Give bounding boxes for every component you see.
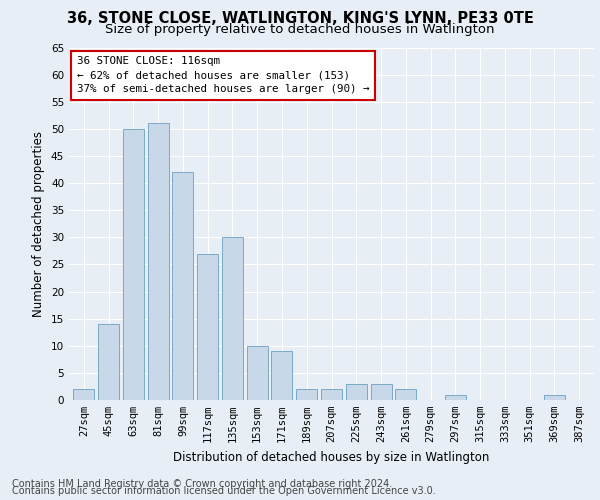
Bar [123,129,144,400]
Bar [98,324,119,400]
Text: Size of property relative to detached houses in Watlington: Size of property relative to detached ho… [105,22,495,36]
Bar [222,238,243,400]
Bar [247,346,268,400]
Bar [544,394,565,400]
Bar [73,389,94,400]
Bar [321,389,342,400]
Bar [395,389,416,400]
Bar [172,172,193,400]
Bar [148,124,169,400]
Y-axis label: Number of detached properties: Number of detached properties [32,130,46,317]
Bar [197,254,218,400]
Bar [296,389,317,400]
Text: 36, STONE CLOSE, WATLINGTON, KING'S LYNN, PE33 0TE: 36, STONE CLOSE, WATLINGTON, KING'S LYNN… [67,11,533,26]
Bar [445,394,466,400]
Text: Contains public sector information licensed under the Open Government Licence v3: Contains public sector information licen… [12,486,436,496]
Bar [371,384,392,400]
Text: Contains HM Land Registry data © Crown copyright and database right 2024.: Contains HM Land Registry data © Crown c… [12,479,392,489]
Bar [346,384,367,400]
Bar [271,351,292,400]
X-axis label: Distribution of detached houses by size in Watlington: Distribution of detached houses by size … [173,450,490,464]
Text: 36 STONE CLOSE: 116sqm
← 62% of detached houses are smaller (153)
37% of semi-de: 36 STONE CLOSE: 116sqm ← 62% of detached… [77,56,370,94]
